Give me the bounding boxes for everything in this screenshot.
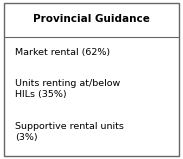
Text: Units renting at/below
HILs (35%): Units renting at/below HILs (35%) — [15, 79, 120, 99]
FancyBboxPatch shape — [4, 3, 179, 156]
Text: Provincial Guidance: Provincial Guidance — [33, 14, 150, 24]
Text: Supportive rental units
(3%): Supportive rental units (3%) — [15, 122, 124, 142]
Text: Market rental (62%): Market rental (62%) — [15, 48, 110, 57]
